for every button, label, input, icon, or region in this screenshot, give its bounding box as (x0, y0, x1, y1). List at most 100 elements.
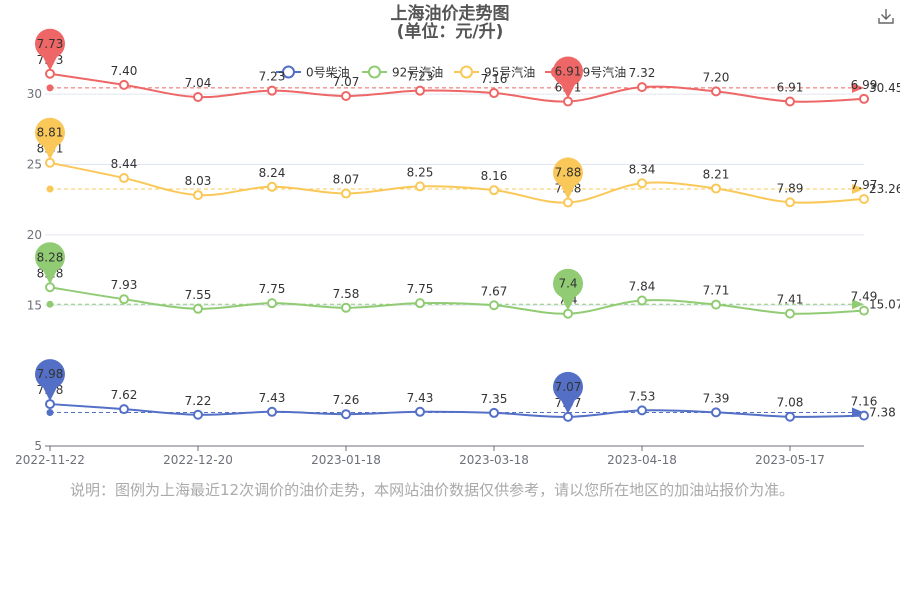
data-point (267, 298, 277, 309)
data-label: 7.71 (703, 284, 730, 298)
max-min-pin: 7.4 (553, 268, 583, 311)
data-label: 7.55 (185, 288, 212, 302)
x-tick-label: 2023-03-18 (459, 453, 529, 467)
data-label: 8.03 (185, 174, 212, 188)
data-point (119, 404, 129, 415)
legend-item-3[interactable]: 95号汽油 (454, 65, 535, 80)
legend-label: 0号柴油 (306, 66, 350, 80)
chart-note: 说明：图例为上海最近12次调价的油价走势，本网站油价数据仅供参考，请以您所在地区… (70, 481, 795, 499)
download-icon[interactable] (876, 6, 896, 26)
data-label: 8.44 (111, 157, 138, 171)
data-label: 7.41 (777, 293, 804, 307)
pin-head (553, 157, 583, 188)
data-label: 7.75 (259, 282, 286, 296)
data-point (341, 302, 351, 313)
pin-label: 8.28 (37, 250, 64, 264)
data-label: 8.21 (703, 167, 730, 181)
data-label: 8.34 (629, 162, 656, 176)
data-point (415, 406, 425, 417)
data-point (119, 173, 129, 184)
data-point (859, 305, 869, 316)
data-point (193, 303, 203, 314)
data-point (193, 190, 203, 201)
data-label: 8.16 (481, 169, 508, 183)
legend-label: 92号汽油 (392, 65, 443, 80)
chart-title: 上海油价走势图 (390, 4, 510, 24)
data-point (859, 410, 869, 421)
data-point (341, 188, 351, 199)
data-label: 7.26 (333, 393, 360, 407)
data-label: 7.40 (111, 64, 138, 78)
data-label: 8.25 (407, 165, 434, 179)
legend-label: 95号汽油 (484, 65, 535, 80)
series-line (49, 403, 865, 418)
legend-item-2[interactable]: 92号汽油 (362, 65, 443, 80)
plot-area: 7.38 7.98 7.62 7.22 7.43 7.26 7.43 7.35 7.07 7.53… (35, 28, 900, 422)
max-min-pin: 7.07 (553, 371, 583, 414)
data-point (785, 411, 795, 422)
max-min-pin: 7.73 (35, 28, 65, 71)
data-point (45, 68, 55, 79)
data-label: 7.07 (333, 75, 360, 89)
pin-head (553, 268, 583, 299)
max-min-pin: 7.98 (35, 359, 65, 402)
pin-label: 7.07 (555, 380, 582, 394)
data-point (267, 406, 277, 417)
legend-marker (460, 65, 473, 79)
data-point (859, 194, 869, 205)
average-line-start (46, 409, 54, 417)
data-point (193, 409, 203, 420)
data-point (415, 181, 425, 192)
data-point (267, 85, 277, 96)
data-label: 7.23 (259, 70, 286, 84)
data-point (637, 405, 647, 416)
data-label: 7.43 (407, 391, 434, 405)
data-point (489, 185, 499, 196)
series-2: 15.07 8.28 7.93 7.55 7.75 7.58 7.75 7.67 7.4 7.84… (35, 242, 900, 319)
y-tick-label: 5 (34, 439, 42, 453)
y-tick-label: 30 (27, 87, 42, 101)
legend-marker (368, 65, 381, 79)
data-point (637, 178, 647, 189)
data-point (119, 294, 129, 305)
pin-label: 7.98 (37, 367, 64, 381)
pin-head (35, 242, 65, 273)
data-point (119, 79, 129, 90)
average-label: 7.38 (869, 406, 896, 420)
data-label: 7.53 (629, 389, 656, 403)
data-point (785, 308, 795, 319)
legend: 0号柴油 92号汽油 95号汽油 89号汽油 (276, 65, 626, 80)
pin-label: 6.91 (555, 64, 582, 78)
legend-item-1[interactable]: 0号柴油 (276, 65, 350, 80)
axes: 5 15 20 25 30 2022-11-22 2022-12-20 2023-01-18 2… (15, 87, 864, 467)
data-label: 7.89 (777, 181, 804, 195)
pin-head (35, 117, 65, 148)
data-point (489, 407, 499, 418)
data-point (637, 295, 647, 306)
data-point (341, 91, 351, 102)
data-point (785, 96, 795, 107)
pin-label: 7.88 (555, 166, 582, 180)
max-min-pin: 6.91 (553, 56, 583, 99)
x-tick-label: 2023-01-18 (311, 453, 381, 467)
data-label: 7.08 (777, 396, 804, 410)
x-tick-label: 2022-12-20 (163, 453, 233, 467)
data-point (415, 85, 425, 96)
data-label: 7.84 (629, 279, 656, 293)
grid-lines (45, 93, 864, 447)
series-line (49, 72, 865, 103)
data-point (711, 183, 721, 194)
x-tick-label: 2023-04-18 (607, 453, 677, 467)
data-label: 6.99 (851, 78, 878, 92)
data-point (563, 308, 573, 319)
pin-head (553, 371, 583, 402)
average-label: 23.26 (869, 182, 900, 196)
pin-head (35, 359, 65, 390)
data-point (711, 86, 721, 97)
data-point (711, 407, 721, 418)
series-1: 7.38 7.98 7.62 7.22 7.43 7.26 7.43 7.35 7.07 7.53… (35, 359, 896, 422)
data-label: 7.04 (185, 76, 212, 90)
average-label: 30.45 (869, 81, 900, 95)
data-label: 7.62 (111, 388, 138, 402)
